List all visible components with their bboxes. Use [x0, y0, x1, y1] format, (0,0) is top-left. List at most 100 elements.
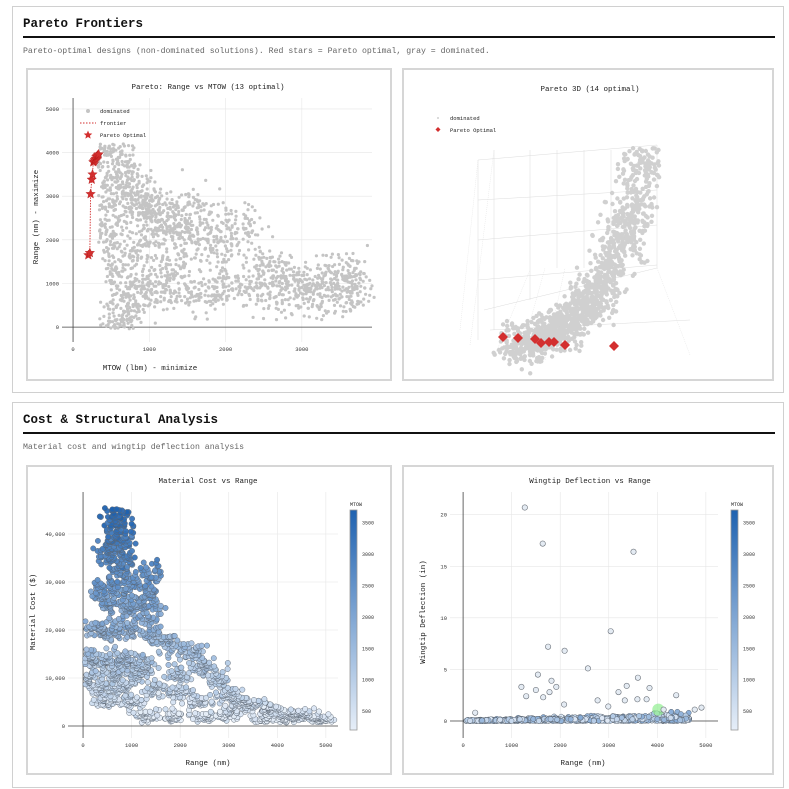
- pareto-2d-chart[interactable]: Pareto: Range vs MTOW (13 optimal) MTOW …: [28, 70, 390, 379]
- dominated-point: [146, 204, 150, 208]
- dominated-point: [598, 304, 604, 309]
- data-point: [152, 706, 159, 713]
- dominated-point: [131, 170, 135, 174]
- material-cost-chart[interactable]: Material Cost vs Range Range (nm) Materi…: [28, 467, 390, 773]
- dominated-point: [175, 202, 179, 207]
- dominated-point: [116, 187, 120, 191]
- data-point: [155, 648, 162, 655]
- dominated-point: [98, 236, 102, 240]
- dominated-point: [225, 247, 229, 251]
- dominated-point: [344, 252, 349, 256]
- dominated-point: [166, 206, 170, 210]
- dominated-point: [136, 307, 140, 311]
- dominated-point: [187, 290, 191, 294]
- dominated-point: [625, 156, 630, 162]
- dominated-point: [227, 258, 231, 262]
- dominated-point: [117, 202, 122, 206]
- dominated-point: [215, 234, 219, 238]
- dominated-point: [345, 277, 349, 281]
- dominated-point: [247, 269, 251, 273]
- dominated-point: [602, 266, 607, 271]
- dominated-point: [132, 255, 136, 259]
- dominated-point: [282, 308, 286, 312]
- dominated-point: [133, 249, 137, 253]
- dominated-point: [504, 318, 510, 324]
- dominated-point: [193, 256, 197, 260]
- pareto-3d-chart[interactable]: Pareto 3D (14 optimal) dominated Pareto …: [404, 70, 772, 379]
- dominated-point: [591, 315, 597, 321]
- dominated-point: [107, 252, 111, 256]
- dominated-point: [626, 213, 632, 218]
- dominated-point: [196, 240, 200, 244]
- dominated-point: [141, 280, 145, 285]
- dominated-point: [179, 267, 183, 271]
- dominated-point: [228, 228, 232, 232]
- dominated-point: [129, 192, 133, 196]
- data-point: [219, 669, 226, 676]
- dominated-point: [136, 253, 140, 257]
- dominated-point: [243, 285, 247, 289]
- dominated-point: [254, 281, 258, 285]
- dominated-point: [554, 347, 559, 352]
- dominated-point: [138, 163, 142, 167]
- y-tick-label: 40,000: [45, 531, 65, 538]
- dominated-point: [313, 274, 317, 279]
- dominated-point: [358, 290, 362, 294]
- dominated-point: [369, 287, 373, 291]
- dominated-point: [135, 172, 139, 176]
- dominated-point: [496, 347, 502, 353]
- dominated-point: [110, 293, 115, 297]
- dominated-point: [268, 290, 272, 294]
- dominated-point: [227, 218, 231, 222]
- dominated-point: [189, 257, 193, 261]
- dominated-point: [225, 249, 229, 254]
- dominated-point: [187, 269, 192, 274]
- dominated-point: [315, 266, 319, 270]
- dominated-point: [274, 279, 278, 283]
- dominated-point: [306, 306, 310, 310]
- dominated-point: [112, 255, 116, 260]
- dominated-point: [607, 315, 612, 320]
- dominated-point: [176, 233, 180, 237]
- dominated-point: [631, 167, 636, 173]
- dominated-point: [120, 195, 124, 199]
- dominated-point: [243, 216, 247, 220]
- dominated-point: [130, 231, 135, 235]
- dominated-point: [335, 284, 339, 288]
- dominated-point: [320, 318, 324, 322]
- dominated-point: [223, 253, 227, 257]
- 3d-gridline: [519, 267, 546, 359]
- dominated-point: [180, 299, 184, 303]
- dominated-point: [642, 202, 647, 207]
- dominated-point: [316, 263, 320, 267]
- dominated-point: [185, 285, 189, 289]
- dominated-point: [354, 278, 358, 282]
- dominated-point: [108, 272, 112, 276]
- dominated-point: [628, 190, 634, 195]
- dominated-point: [102, 240, 106, 244]
- dominated-point: [130, 249, 134, 253]
- dominated-point: [540, 355, 545, 361]
- dominated-point: [186, 225, 190, 229]
- dominated-point: [321, 314, 325, 318]
- dominated-point: [142, 310, 146, 314]
- dominated-point: [370, 284, 374, 288]
- dominated-point: [599, 274, 604, 279]
- dominated-point: [127, 310, 131, 314]
- dominated-point: [153, 190, 157, 194]
- dominated-point: [582, 326, 587, 331]
- dominated-point: [188, 222, 192, 226]
- dominated-point: [529, 342, 534, 347]
- dominated-point: [519, 355, 524, 360]
- pareto-diamond: [498, 332, 508, 342]
- dominated-point: [337, 256, 341, 260]
- dominated-point: [117, 146, 121, 150]
- dominated-point: [318, 267, 322, 271]
- dominated-point: [177, 212, 181, 217]
- dominated-point: [368, 293, 372, 297]
- dominated-point: [145, 260, 149, 264]
- dominated-point: [161, 255, 165, 260]
- dominated-point: [126, 201, 130, 205]
- dominated-point: [126, 301, 130, 305]
- dominated-point: [247, 222, 251, 226]
